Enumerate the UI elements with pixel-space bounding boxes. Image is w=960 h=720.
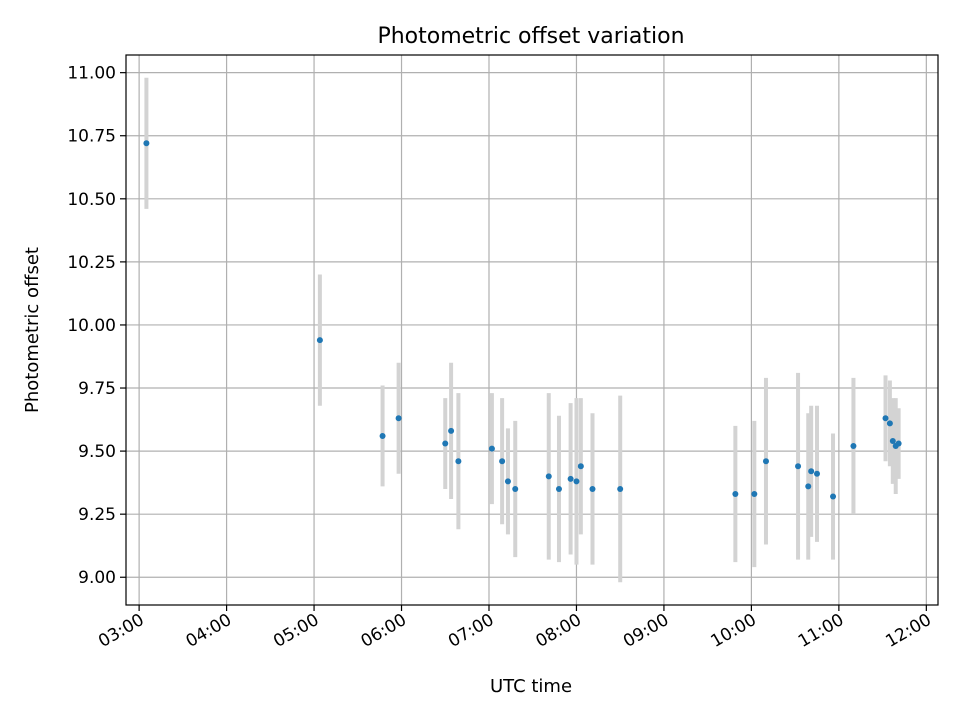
data-point — [617, 485, 624, 492]
data-point — [577, 463, 584, 470]
data-point — [448, 427, 455, 434]
data-point — [850, 443, 857, 450]
data-point — [886, 420, 893, 427]
y-tick-label: 10.00 — [67, 316, 116, 336]
data-point — [573, 478, 580, 485]
data-point — [751, 490, 758, 497]
data-point — [795, 463, 802, 470]
y-tick-label: 10.50 — [67, 190, 116, 210]
y-axis-ticks: 9.00 9.25 9.50 9.75 10.00 10.25 10.50 10.75 11.0… — [67, 64, 126, 588]
data-point — [830, 493, 837, 500]
data-point — [379, 432, 386, 439]
data-point — [488, 445, 495, 452]
data-point — [808, 468, 815, 475]
chart-title: Photometric offset variation — [377, 24, 684, 49]
y-tick-label: 10.75 — [67, 127, 116, 147]
data-point — [805, 483, 812, 490]
data-point — [512, 485, 519, 492]
data-point — [882, 415, 889, 422]
data-point — [504, 478, 511, 485]
data-point — [545, 473, 552, 480]
data-point — [316, 337, 323, 344]
y-tick-label: 11.00 — [67, 64, 116, 84]
data-point — [889, 438, 896, 445]
data-point — [499, 458, 506, 465]
data-point — [143, 140, 150, 147]
data-point — [395, 415, 402, 422]
data-point — [732, 490, 739, 497]
grid — [126, 55, 938, 605]
x-axis-label: UTC time — [490, 676, 572, 697]
data-point — [455, 458, 462, 465]
data-point — [442, 440, 449, 447]
data-point — [762, 458, 769, 465]
data-point — [589, 485, 596, 492]
data-points — [143, 140, 902, 500]
y-tick-label: 9.25 — [78, 505, 116, 525]
data-point — [814, 470, 821, 477]
y-tick-label: 10.25 — [67, 253, 116, 273]
data-point — [555, 485, 562, 492]
y-tick-label: 9.00 — [78, 568, 116, 588]
data-point — [567, 475, 574, 482]
y-axis-label: Photometric offset — [22, 247, 43, 413]
plot-frame — [125, 54, 939, 606]
data-point — [895, 440, 902, 447]
y-tick-label: 9.50 — [78, 442, 116, 462]
y-tick-label: 9.75 — [78, 379, 116, 399]
